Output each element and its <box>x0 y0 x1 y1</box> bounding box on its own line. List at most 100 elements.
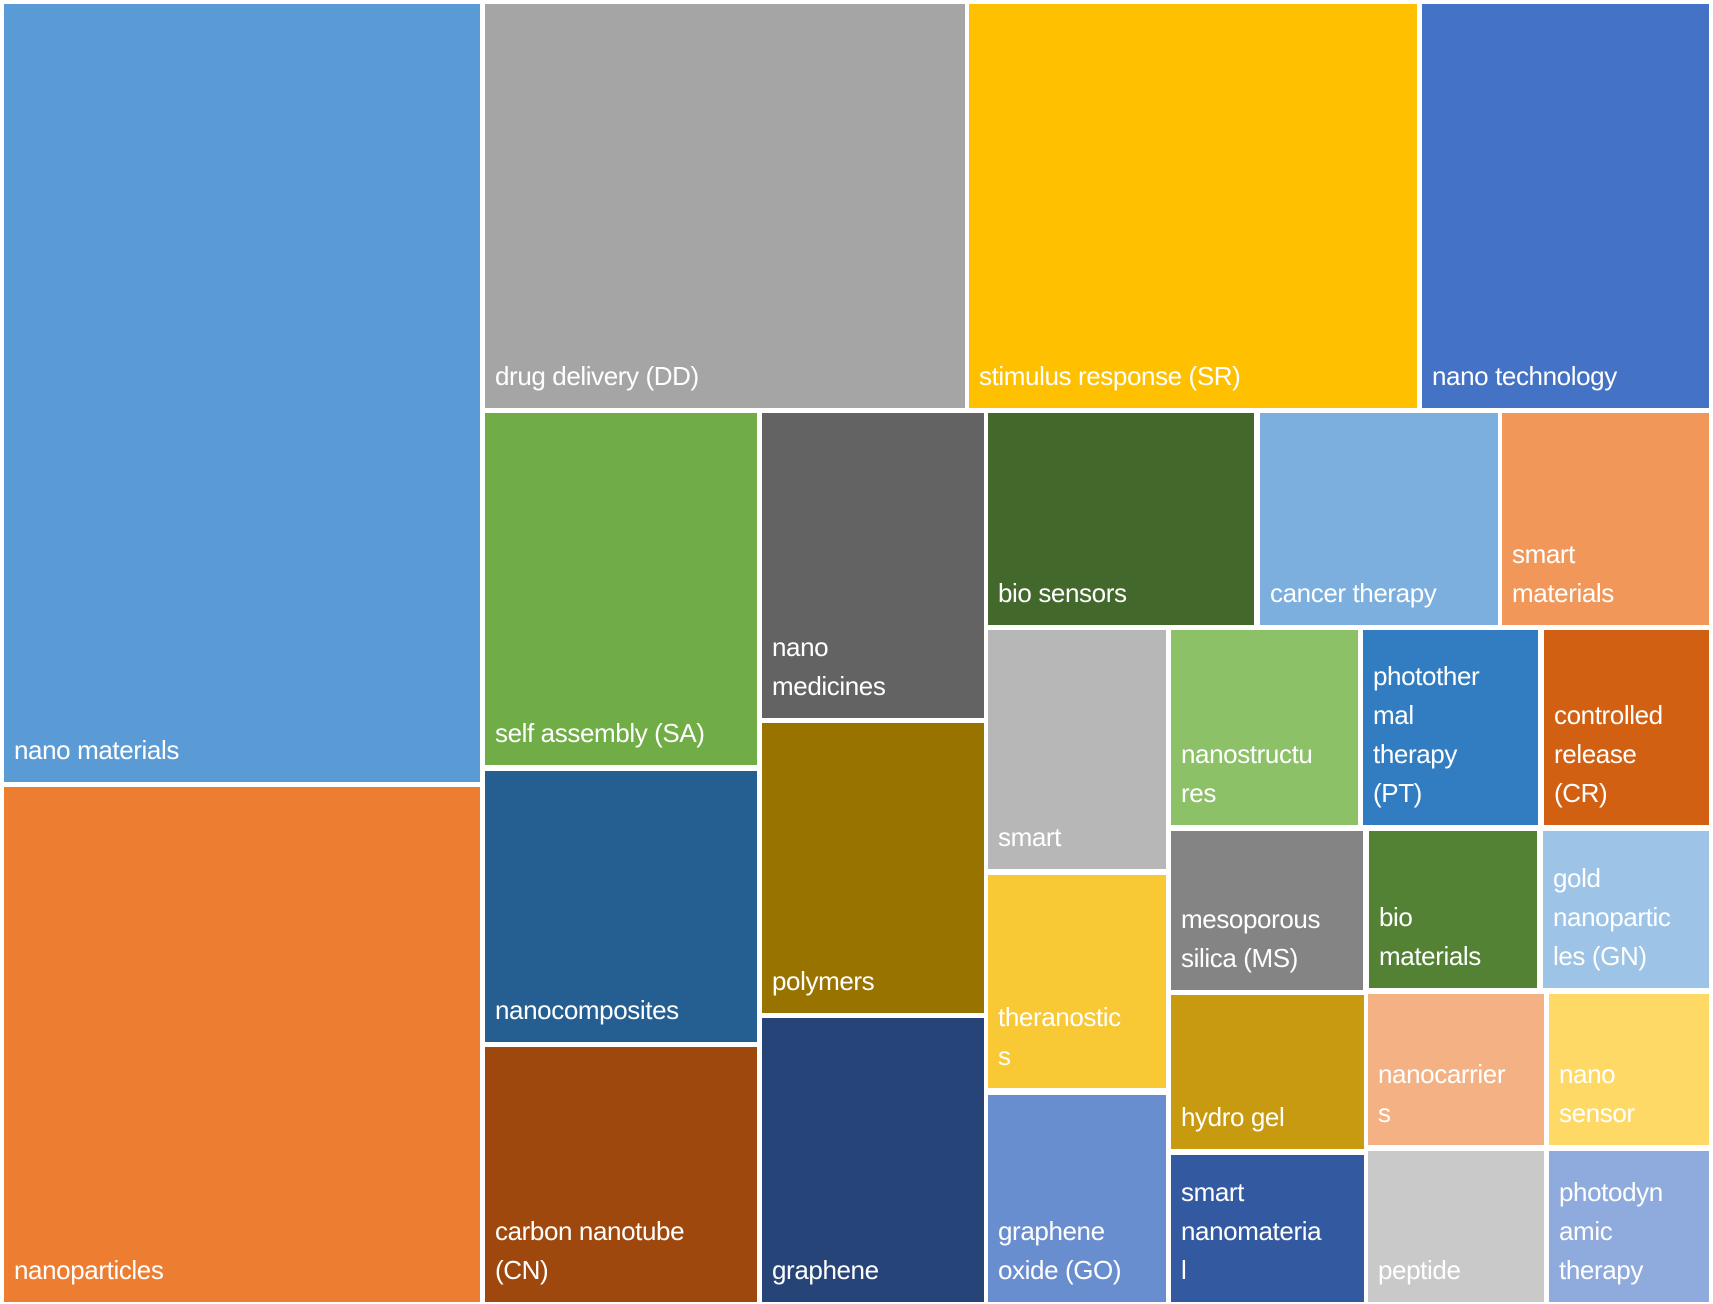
tile-label-line: photodyn <box>1559 1177 1663 1207</box>
tile-label-line: smart <box>1181 1177 1245 1207</box>
treemap-tile-nano-materials: nano materials <box>4 4 480 782</box>
tile-label-line: stimulus response (SR) <box>979 361 1241 391</box>
tile-label-line: release <box>1554 739 1637 769</box>
tile-label: nano sensor <box>1559 1055 1705 1133</box>
tile-label-line: les (GN) <box>1553 941 1647 971</box>
treemap-tile-nano-sensor: nano sensor <box>1549 994 1709 1145</box>
tile-label: nanoparticles <box>14 1251 476 1290</box>
tile-label-line: cancer therapy <box>1270 578 1437 608</box>
tile-label-line: graphene <box>772 1255 879 1285</box>
tile-label-line: nano <box>1559 1059 1616 1089</box>
treemap-tile-nanocarriers: nanocarrier s <box>1368 994 1544 1145</box>
treemap-tile-photodynamic-therapy: photodyn amic therapy <box>1549 1151 1709 1302</box>
treemap-tile-nano-technology: nano technology <box>1422 4 1709 408</box>
tile-label-line: nanocomposites <box>495 995 679 1025</box>
tile-label-line: s <box>1378 1098 1391 1128</box>
tile-label: nanocarrier s <box>1378 1055 1540 1133</box>
treemap-tile-cancer-therapy: cancer therapy <box>1260 413 1498 625</box>
treemap-tile-nano-medicines: nano medicines <box>762 413 984 718</box>
treemap-tile-self-assembly-sa: self assembly (SA) <box>485 413 757 765</box>
tile-label-line: nanoparticles <box>14 1255 164 1285</box>
tile-label: controlled release (CR) <box>1554 696 1705 813</box>
tile-label: nanostructu res <box>1181 735 1354 813</box>
tile-label: photodyn amic therapy <box>1559 1173 1705 1290</box>
tile-label: polymers <box>772 962 980 1001</box>
tile-label: peptide <box>1378 1251 1540 1290</box>
tile-label: photother mal therapy (PT) <box>1373 657 1534 813</box>
tile-label-line: nano <box>772 632 829 662</box>
treemap-tile-controlled-release-cr: controlled release (CR) <box>1544 630 1709 825</box>
tile-label-line: nano materials <box>14 735 179 765</box>
tile-label-line: polymers <box>772 966 875 996</box>
tile-label: stimulus response (SR) <box>979 357 1413 396</box>
treemap-tile-drug-delivery-dd: drug delivery (DD) <box>485 4 965 408</box>
treemap-tile-smart-materials: smart materials <box>1502 413 1709 625</box>
tile-label: theranostic s <box>998 998 1162 1076</box>
treemap-tile-graphene-oxide-go: graphene oxide (GO) <box>988 1095 1166 1302</box>
tile-label-line: silica (MS) <box>1181 943 1298 973</box>
treemap-tile-bio-sensors: bio sensors <box>988 413 1254 625</box>
treemap-tile-stimulus-response-sr: stimulus response (SR) <box>969 4 1417 408</box>
tile-label: nano medicines <box>772 628 980 706</box>
tile-label-line: (CN) <box>495 1255 549 1285</box>
tile-label-line: graphene <box>998 1216 1105 1246</box>
treemap-tile-nanostructures: nanostructu res <box>1171 630 1358 825</box>
tile-label-line: nanocarrier <box>1378 1059 1506 1089</box>
tile-label: gold nanopartic les (GN) <box>1553 859 1705 976</box>
treemap-tile-nanocomposites: nanocomposites <box>485 771 757 1042</box>
tile-label-line: oxide (GO) <box>998 1255 1122 1285</box>
treemap-tile-bio-materials: bio materials <box>1369 831 1537 988</box>
tile-label-line: nanopartic <box>1553 902 1671 932</box>
tile-label-line: bio <box>1379 902 1413 932</box>
tile-label: nanocomposites <box>495 991 753 1030</box>
tile-label: mesoporous silica (MS) <box>1181 900 1359 978</box>
tile-label: self assembly (SA) <box>495 714 753 753</box>
tile-label-line: s <box>998 1041 1011 1071</box>
tile-label-line: mesoporous <box>1181 904 1321 934</box>
treemap-tile-nanoparticles: nanoparticles <box>4 787 480 1302</box>
tile-label: drug delivery (DD) <box>495 357 961 396</box>
tile-label-line: medicines <box>772 671 886 701</box>
treemap-tile-gold-nanoparticles-gn: gold nanopartic les (GN) <box>1543 831 1709 988</box>
treemap-tile-peptide: peptide <box>1368 1151 1544 1302</box>
tile-label-line: materials <box>1379 941 1481 971</box>
tile-label: nano technology <box>1432 357 1705 396</box>
tile-label: smart <box>998 818 1162 857</box>
tile-label-line: nanostructu <box>1181 739 1313 769</box>
tile-label-line: theranostic <box>998 1002 1121 1032</box>
tile-label: smart materials <box>1512 535 1705 613</box>
tile-label-line: bio sensors <box>998 578 1127 608</box>
tile-label-line: gold <box>1553 863 1601 893</box>
tile-label-line: peptide <box>1378 1255 1461 1285</box>
tile-label-line: photother <box>1373 661 1480 691</box>
tile-label: cancer therapy <box>1270 574 1494 613</box>
treemap-tile-graphene: graphene <box>762 1018 984 1302</box>
tile-label-line: res <box>1181 778 1216 808</box>
tile-label: bio materials <box>1379 898 1533 976</box>
tile-label-line: smart <box>1512 539 1576 569</box>
tile-label: graphene <box>772 1251 980 1290</box>
tile-label-line: self assembly (SA) <box>495 718 705 748</box>
tile-label-line: nano technology <box>1432 361 1617 391</box>
tile-label-line: drug delivery (DD) <box>495 361 699 391</box>
tile-label-line: carbon nanotube <box>495 1216 685 1246</box>
treemap-tile-theranostics: theranostic s <box>988 875 1166 1088</box>
tile-label-line: (PT) <box>1373 778 1422 808</box>
treemap-tile-mesoporous-silica-ms: mesoporous silica (MS) <box>1171 831 1363 990</box>
tile-label-line: nanomateria <box>1181 1216 1322 1246</box>
tile-label-line: controlled <box>1554 700 1663 730</box>
treemap-tile-smart-nanomaterial: smart nanomateria l <box>1171 1155 1364 1302</box>
tile-label-line: sensor <box>1559 1098 1635 1128</box>
tile-label-line: hydro gel <box>1181 1102 1285 1132</box>
tile-label: graphene oxide (GO) <box>998 1212 1162 1290</box>
treemap-tile-hydro-gel: hydro gel <box>1171 995 1364 1149</box>
treemap-tile-photothermal-therapy-pt: photother mal therapy (PT) <box>1363 630 1538 825</box>
tile-label-line: therapy <box>1559 1255 1643 1285</box>
tile-label: carbon nanotube (CN) <box>495 1212 753 1290</box>
tile-label-line: l <box>1181 1255 1187 1285</box>
tile-label-line: smart <box>998 822 1062 852</box>
tile-label: smart nanomateria l <box>1181 1173 1360 1290</box>
tile-label: bio sensors <box>998 574 1250 613</box>
treemap-tile-carbon-nanotube-cn: carbon nanotube (CN) <box>485 1047 757 1302</box>
